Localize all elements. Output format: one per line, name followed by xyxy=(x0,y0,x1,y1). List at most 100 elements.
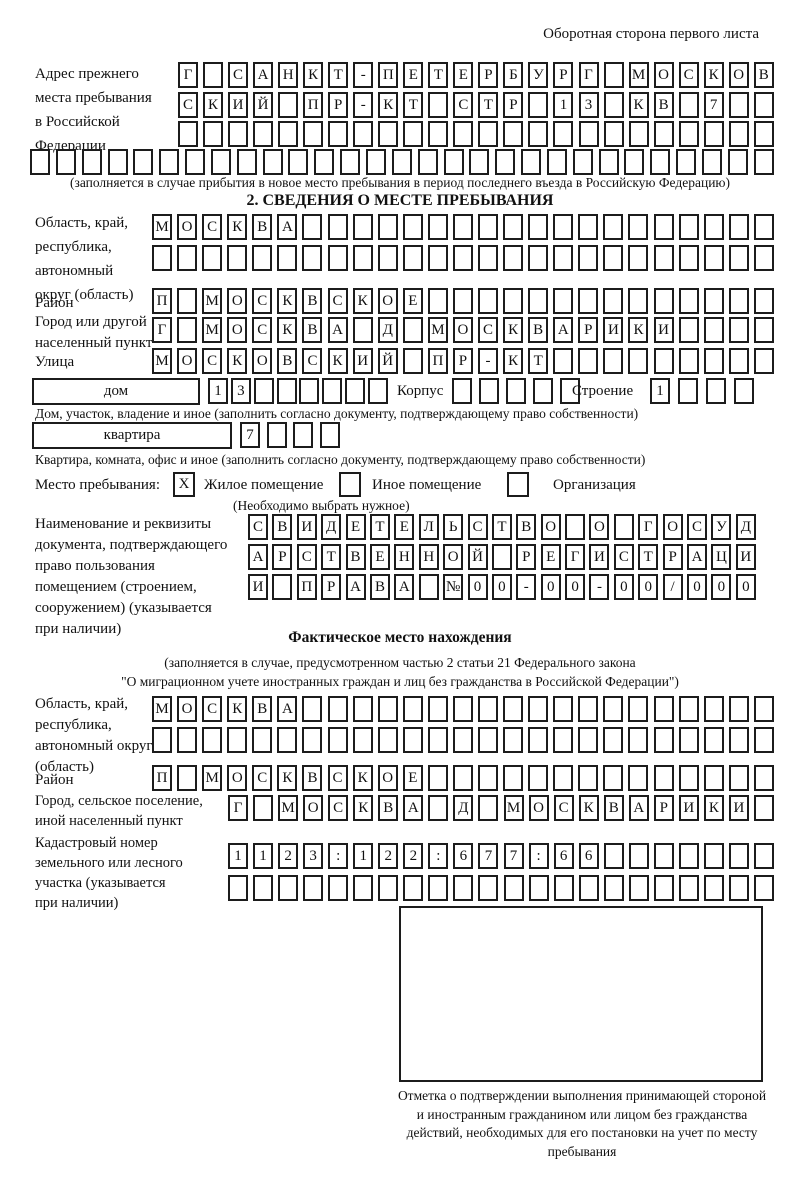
char-box[interactable] xyxy=(107,149,128,175)
char-box[interactable]: Т xyxy=(369,514,390,540)
char-box[interactable] xyxy=(546,149,567,175)
stay-type-checkbox-organization[interactable] xyxy=(507,472,529,497)
char-box[interactable] xyxy=(210,149,231,175)
char-box[interactable] xyxy=(528,92,549,118)
char-box[interactable] xyxy=(753,875,774,901)
char-box[interactable]: Е xyxy=(402,288,423,314)
char-box[interactable]: В xyxy=(603,795,624,821)
char-box[interactable]: Д xyxy=(735,514,756,540)
char-box[interactable] xyxy=(227,245,248,271)
char-box[interactable]: П xyxy=(378,62,399,88)
char-box[interactable]: И xyxy=(589,544,610,570)
char-box[interactable]: 2 xyxy=(403,843,424,869)
char-box[interactable]: 3 xyxy=(578,92,599,118)
char-box[interactable] xyxy=(506,378,526,404)
char-box[interactable]: О xyxy=(377,765,398,791)
char-box[interactable] xyxy=(133,149,154,175)
char-box[interactable] xyxy=(302,245,323,271)
char-box[interactable] xyxy=(353,121,374,147)
char-box[interactable]: С xyxy=(327,288,348,314)
char-box[interactable] xyxy=(653,288,674,314)
char-box[interactable] xyxy=(528,765,549,791)
char-box[interactable] xyxy=(367,378,388,404)
char-box[interactable] xyxy=(377,245,398,271)
char-box[interactable]: О xyxy=(252,348,273,374)
char-box[interactable]: - xyxy=(478,348,499,374)
char-box[interactable]: К xyxy=(353,795,374,821)
char-box[interactable] xyxy=(728,727,749,753)
char-box[interactable]: С xyxy=(302,348,323,374)
char-box[interactable] xyxy=(277,727,298,753)
char-box[interactable]: П xyxy=(152,765,172,791)
char-box[interactable] xyxy=(293,422,314,448)
char-box[interactable] xyxy=(753,843,774,869)
char-box[interactable] xyxy=(678,121,699,147)
char-box[interactable]: К xyxy=(628,317,649,343)
char-box[interactable]: Ц xyxy=(711,544,732,570)
char-box[interactable]: Е xyxy=(540,544,561,570)
char-box[interactable] xyxy=(628,727,649,753)
char-box[interactable]: Р xyxy=(553,62,574,88)
char-box[interactable]: К xyxy=(227,348,248,374)
char-box[interactable]: О xyxy=(227,765,248,791)
char-box[interactable]: М xyxy=(202,317,223,343)
char-box[interactable] xyxy=(703,696,724,722)
char-box[interactable] xyxy=(402,727,423,753)
char-box[interactable] xyxy=(443,149,464,175)
char-box[interactable]: С xyxy=(296,544,317,570)
char-box[interactable]: С xyxy=(202,214,223,240)
char-box[interactable] xyxy=(272,574,293,600)
char-box[interactable]: 7 xyxy=(703,92,724,118)
char-box[interactable] xyxy=(553,696,574,722)
char-box[interactable] xyxy=(478,795,499,821)
char-box[interactable]: Р xyxy=(662,544,683,570)
char-box[interactable]: С xyxy=(553,795,574,821)
char-box[interactable] xyxy=(578,765,599,791)
char-box[interactable] xyxy=(365,149,386,175)
char-box[interactable]: Т xyxy=(478,92,499,118)
char-box[interactable] xyxy=(478,696,499,722)
char-box[interactable] xyxy=(678,214,699,240)
char-box[interactable] xyxy=(228,121,249,147)
char-box[interactable] xyxy=(478,245,499,271)
char-box[interactable] xyxy=(553,765,574,791)
char-box[interactable]: Р xyxy=(578,317,599,343)
char-box[interactable]: О xyxy=(227,317,248,343)
char-box[interactable] xyxy=(452,378,472,404)
char-box[interactable]: М xyxy=(152,214,172,240)
char-box[interactable] xyxy=(327,214,348,240)
char-box[interactable] xyxy=(427,696,448,722)
char-box[interactable]: Е xyxy=(402,765,423,791)
char-box[interactable] xyxy=(653,245,674,271)
char-box[interactable]: А xyxy=(327,317,348,343)
char-box[interactable] xyxy=(553,288,574,314)
char-box[interactable]: П xyxy=(296,574,317,600)
char-box[interactable] xyxy=(628,121,649,147)
char-box[interactable] xyxy=(727,149,748,175)
char-box[interactable]: Д xyxy=(377,317,398,343)
char-box[interactable]: М xyxy=(202,288,223,314)
char-box[interactable]: Е xyxy=(403,62,424,88)
char-box[interactable] xyxy=(528,288,549,314)
char-box[interactable] xyxy=(653,214,674,240)
char-box[interactable]: С xyxy=(252,288,273,314)
char-box[interactable] xyxy=(503,121,524,147)
char-box[interactable] xyxy=(403,875,424,901)
char-box[interactable] xyxy=(302,696,323,722)
char-box[interactable] xyxy=(314,149,335,175)
char-box[interactable] xyxy=(753,121,774,147)
char-box[interactable] xyxy=(703,245,724,271)
char-box[interactable] xyxy=(278,121,299,147)
char-box[interactable]: О xyxy=(303,795,324,821)
char-box[interactable]: А xyxy=(403,795,424,821)
char-box[interactable] xyxy=(533,378,553,404)
char-box[interactable]: М xyxy=(202,765,223,791)
char-box[interactable] xyxy=(262,149,283,175)
char-box[interactable] xyxy=(327,696,348,722)
char-box[interactable] xyxy=(503,696,524,722)
char-box[interactable]: № xyxy=(443,574,464,600)
char-box[interactable] xyxy=(377,727,398,753)
char-box[interactable] xyxy=(402,245,423,271)
char-box[interactable]: О xyxy=(728,62,749,88)
char-box[interactable] xyxy=(428,92,449,118)
